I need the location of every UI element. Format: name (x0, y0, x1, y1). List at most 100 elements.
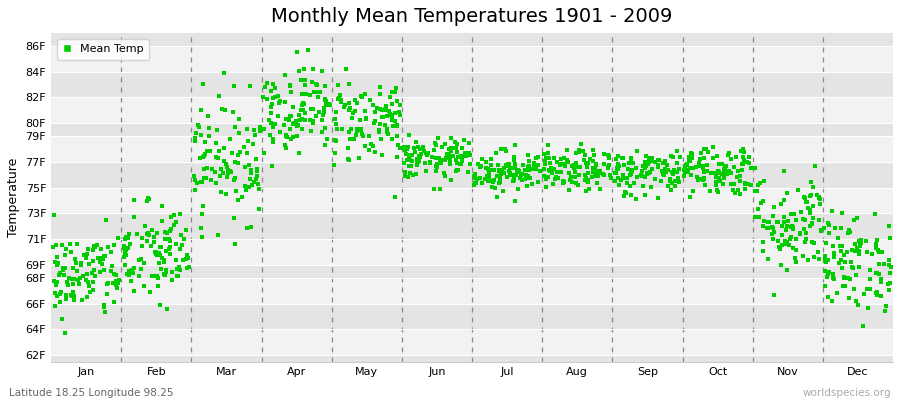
Point (379, 103, 393, 110)
Point (78, 277, 93, 284)
Point (597, 150, 611, 157)
Point (267, 121, 282, 128)
Point (338, 104, 352, 110)
Point (798, 230, 813, 236)
Point (482, 167, 497, 173)
Point (554, 156, 568, 162)
Point (80, 246, 94, 252)
Point (597, 172, 611, 178)
Point (96, 302, 111, 308)
Point (678, 163, 692, 169)
Point (58, 330, 72, 336)
Point (397, 160, 411, 166)
Point (428, 168, 443, 174)
Point (543, 168, 557, 174)
Point (158, 248, 173, 254)
Point (154, 244, 168, 250)
Point (793, 230, 807, 237)
Point (806, 184, 821, 190)
Point (389, 85, 403, 91)
Point (219, 161, 233, 167)
Point (347, 97, 362, 104)
Point (601, 162, 616, 168)
Point (264, 88, 278, 95)
Point (213, 166, 228, 172)
Point (490, 150, 504, 156)
Point (709, 182, 724, 189)
Point (317, 105, 331, 112)
Point (841, 230, 855, 236)
Point (770, 238, 785, 244)
Point (616, 155, 630, 162)
Point (678, 166, 692, 173)
Point (583, 155, 598, 162)
Point (580, 177, 595, 183)
Point (159, 267, 174, 273)
Point (498, 146, 512, 152)
Point (444, 177, 458, 183)
Point (615, 177, 629, 183)
Point (589, 162, 603, 168)
Point (582, 186, 597, 192)
Point (197, 139, 211, 146)
Point (295, 116, 310, 122)
Point (819, 240, 833, 246)
Point (385, 89, 400, 95)
Point (497, 165, 511, 171)
Point (342, 157, 356, 164)
Point (176, 257, 190, 264)
Point (655, 167, 670, 174)
Point (756, 248, 770, 254)
Point (166, 269, 180, 276)
Point (580, 179, 595, 186)
Point (684, 150, 698, 156)
Point (350, 100, 365, 106)
Point (665, 154, 680, 160)
Point (428, 142, 443, 148)
Point (347, 108, 362, 115)
Point (779, 266, 794, 273)
Point (706, 170, 721, 176)
Point (434, 157, 448, 163)
Point (253, 128, 267, 134)
Point (217, 70, 231, 76)
Point (682, 154, 697, 160)
Point (644, 154, 659, 161)
Point (194, 107, 209, 114)
Point (49, 282, 63, 288)
Point (814, 226, 828, 233)
Point (429, 163, 444, 170)
Point (558, 163, 572, 170)
Point (319, 100, 333, 106)
Point (629, 165, 643, 172)
Point (505, 178, 519, 184)
Point (620, 175, 634, 181)
Point (443, 156, 457, 163)
Point (565, 179, 580, 186)
Point (558, 161, 572, 167)
Point (760, 225, 775, 232)
Point (798, 198, 813, 205)
Point (873, 292, 887, 299)
Point (187, 187, 202, 193)
Point (629, 195, 643, 202)
Point (132, 273, 147, 279)
Point (766, 235, 780, 242)
Point (520, 182, 535, 189)
Point (118, 262, 132, 268)
Point (299, 91, 313, 98)
Point (643, 168, 657, 175)
Point (848, 248, 862, 254)
Point (356, 130, 370, 137)
Point (126, 270, 140, 276)
Point (378, 122, 392, 128)
Point (786, 226, 800, 233)
Point (625, 167, 639, 173)
Point (678, 169, 692, 176)
Point (658, 158, 672, 164)
Point (50, 242, 64, 248)
Point (569, 160, 583, 166)
Point (264, 120, 278, 126)
Point (119, 234, 133, 240)
Point (388, 88, 402, 95)
